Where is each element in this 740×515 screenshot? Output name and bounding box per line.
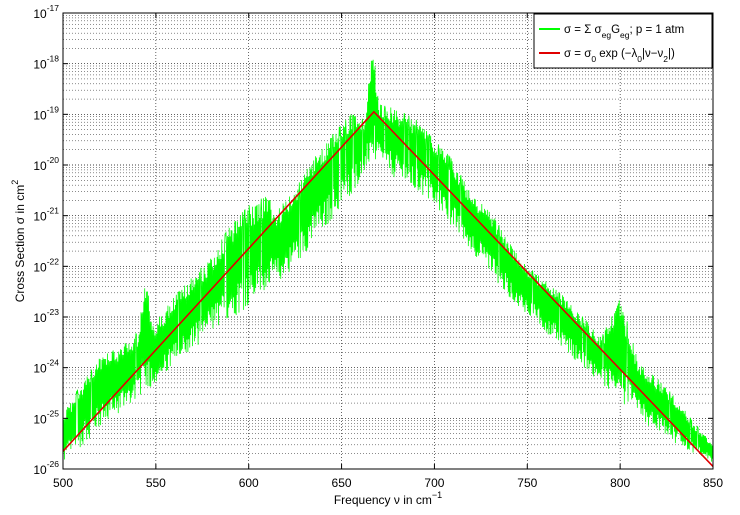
y-tick-label: 10-17 bbox=[33, 3, 59, 21]
x-tick-label: 800 bbox=[610, 476, 630, 490]
y-tick-label: 10-20 bbox=[33, 155, 59, 173]
y-tick-label: 10-19 bbox=[33, 104, 59, 122]
y-tick-label: 10-22 bbox=[33, 256, 59, 274]
legend-entry: σ = Σ σegGeg; p = 1 atm bbox=[564, 24, 684, 40]
x-tick-label: 650 bbox=[332, 476, 352, 490]
y-tick-label: 10-21 bbox=[33, 206, 59, 224]
legend: σ = Σ σegGeg; p = 1 atm σ = σ0 exp (−λ0|ν… bbox=[533, 13, 713, 69]
legend-entry: σ = σ0 exp (−λ0|ν−ν2|) bbox=[564, 48, 675, 64]
x-axis-label: Frequency ν in cm−1 bbox=[334, 490, 442, 507]
y-tick-label: 10-24 bbox=[33, 358, 59, 376]
y-tick-label: 10-25 bbox=[33, 408, 59, 426]
legend-box bbox=[533, 13, 713, 69]
x-tick-label: 550 bbox=[146, 476, 166, 490]
x-tick-label: 850 bbox=[703, 476, 723, 490]
y-axis-label: Cross Section σ in cm2 bbox=[10, 180, 27, 302]
grid-lines bbox=[63, 13, 713, 469]
y-tick-label: 10-26 bbox=[33, 459, 59, 477]
y-tick-label: 10-23 bbox=[33, 307, 59, 325]
x-tick-label: 600 bbox=[239, 476, 259, 490]
y-tick-label: 10-18 bbox=[33, 54, 59, 72]
x-tick-label: 500 bbox=[53, 476, 73, 490]
axis-ticks: 500 550 600 650 700 750 800 850 10-26 10-25 10-24 1… bbox=[33, 3, 723, 490]
plot-frame bbox=[62, 12, 714, 470]
x-tick-label: 700 bbox=[424, 476, 444, 490]
series-layer bbox=[62, 59, 714, 468]
series-spectrum-line bbox=[62, 59, 714, 462]
series-exponential-model-line bbox=[62, 110, 714, 468]
x-tick-label: 750 bbox=[517, 476, 537, 490]
